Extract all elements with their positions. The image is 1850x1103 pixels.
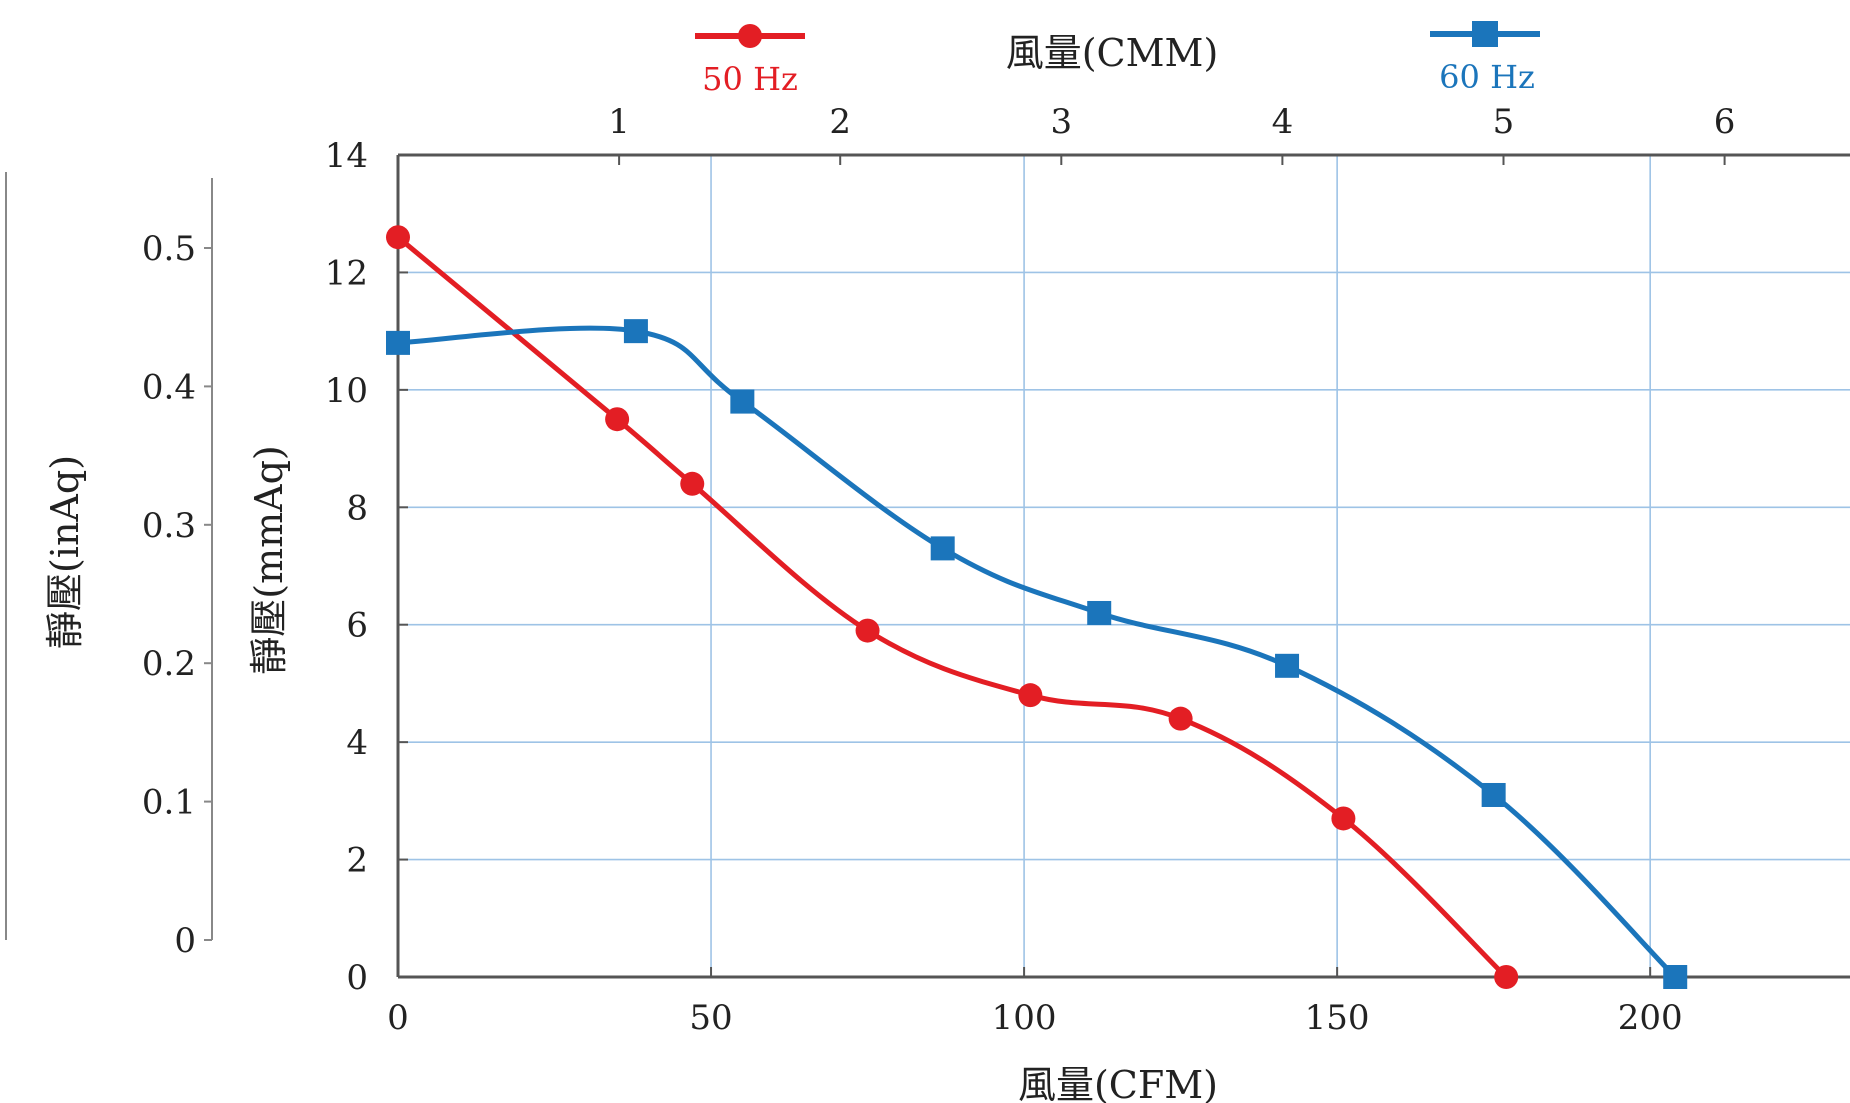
- y-tick-label: 0: [346, 958, 368, 998]
- y-tick-label: 10: [325, 371, 368, 411]
- data-point-50-hz: [680, 471, 705, 496]
- data-point-50-hz: [855, 618, 880, 643]
- x2-tick-label: 5: [1493, 102, 1515, 142]
- legend-marker-60-hz: [1472, 21, 1498, 47]
- x-tick-label: 100: [992, 998, 1057, 1038]
- x2-tick-label: 1: [608, 102, 630, 142]
- data-point-60-hz: [930, 536, 955, 561]
- legend-label-50-hz: 50 Hz: [702, 60, 798, 98]
- y2-axis-title: 靜壓(inAq): [43, 455, 87, 649]
- data-point-60-hz: [730, 389, 755, 414]
- y-tick-label: 6: [346, 606, 368, 646]
- y2-tick-label: 0.4: [142, 367, 196, 407]
- legend-marker-50-hz: [738, 24, 762, 48]
- data-point-60-hz: [1481, 782, 1506, 807]
- y2-tick-label: 0.2: [142, 644, 196, 684]
- x2-tick-label: 3: [1050, 102, 1072, 142]
- data-point-60-hz: [1275, 653, 1300, 678]
- data-point-60-hz: [1087, 600, 1112, 625]
- data-point-50-hz: [386, 225, 410, 250]
- x-tick-label: 0: [387, 998, 409, 1038]
- y2-tick-label: 0.5: [142, 229, 196, 269]
- y2-tick-label: 0.1: [142, 783, 196, 823]
- y-tick-label: 4: [346, 723, 368, 763]
- grid-lines: [398, 155, 1850, 977]
- data-point-50-hz: [1168, 706, 1193, 731]
- data-point-50-hz: [1018, 683, 1043, 708]
- x-axis-title: 風量(CFM): [1018, 1063, 1218, 1103]
- x2-tick-label: 4: [1272, 102, 1294, 142]
- data-point-50-hz: [1331, 806, 1356, 831]
- data-series: [386, 225, 1688, 989]
- x-tick-label: 200: [1618, 998, 1683, 1038]
- y-axis-title: 靜壓(mmAq): [247, 445, 291, 675]
- y-tick-label: 2: [346, 841, 368, 881]
- legend-label-60-hz: 60 Hz: [1439, 58, 1535, 96]
- y-tick-label: 8: [346, 488, 368, 528]
- x-tick-label: 50: [689, 998, 732, 1038]
- legend: 50 Hz 60 Hz: [695, 21, 1540, 98]
- data-point-60-hz: [386, 330, 410, 355]
- x2-axis-title: 風量(CMM): [1006, 31, 1219, 75]
- data-point-50-hz: [1494, 965, 1519, 989]
- y2-tick-label: 0: [174, 921, 196, 961]
- x2-tick-label: 6: [1714, 102, 1736, 142]
- series-line-60-hz: [395, 325, 1678, 980]
- data-point-60-hz: [1663, 965, 1688, 989]
- y-tick-label: 12: [325, 253, 368, 293]
- data-point-60-hz: [623, 319, 648, 344]
- y-tick-label: 14: [325, 136, 368, 176]
- y2-tick-label: 0.3: [142, 506, 196, 546]
- x2-tick-label: 2: [829, 102, 851, 142]
- data-point-50-hz: [605, 407, 630, 432]
- series-line-50-hz: [395, 234, 1509, 980]
- x-tick-label: 150: [1305, 998, 1370, 1038]
